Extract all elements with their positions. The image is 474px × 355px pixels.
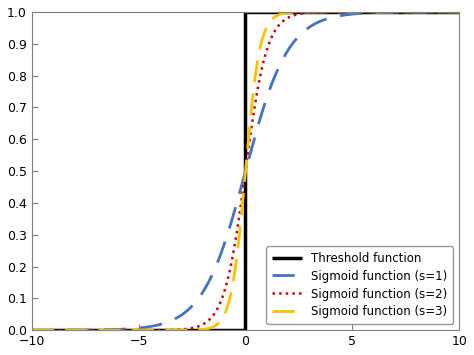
Line: Sigmoid function (s=1): Sigmoid function (s=1) <box>32 12 459 330</box>
Sigmoid function (s=3) <box>51 328 56 332</box>
Threshold function <box>264 10 270 14</box>
Sigmoid function (s=2) <box>51 328 56 332</box>
Sigmoid function (s=2) <box>444 10 449 14</box>
Sigmoid function (s=1) <box>51 328 56 332</box>
Sigmoid function (s=3) <box>237 231 242 235</box>
Sigmoid function (s=1) <box>226 230 231 234</box>
Sigmoid function (s=1) <box>365 11 371 15</box>
Threshold function <box>389 10 395 14</box>
Threshold function <box>243 10 248 14</box>
Sigmoid function (s=1) <box>237 191 242 195</box>
Sigmoid function (s=3) <box>365 10 371 14</box>
Sigmoid function (s=3) <box>226 302 231 306</box>
Sigmoid function (s=2) <box>444 10 449 14</box>
Sigmoid function (s=1) <box>29 328 35 332</box>
Line: Sigmoid function (s=2): Sigmoid function (s=2) <box>32 12 459 330</box>
Sigmoid function (s=2) <box>226 275 231 279</box>
Threshold function <box>409 10 415 14</box>
Sigmoid function (s=3) <box>456 10 462 14</box>
Sigmoid function (s=1) <box>444 10 449 14</box>
Legend: Threshold function, Sigmoid function (s=1), Sigmoid function (s=2), Sigmoid func: Threshold function, Sigmoid function (s=… <box>266 246 453 324</box>
Sigmoid function (s=3) <box>29 328 35 332</box>
Threshold function <box>413 10 419 14</box>
Sigmoid function (s=3) <box>444 10 449 14</box>
Threshold function <box>456 10 462 14</box>
Sigmoid function (s=1) <box>444 10 449 14</box>
Sigmoid function (s=2) <box>456 10 462 14</box>
Sigmoid function (s=2) <box>237 212 242 216</box>
Threshold function <box>337 10 343 14</box>
Sigmoid function (s=2) <box>365 10 371 14</box>
Sigmoid function (s=3) <box>444 10 449 14</box>
Sigmoid function (s=2) <box>29 328 35 332</box>
Threshold function <box>329 10 335 14</box>
Line: Sigmoid function (s=3): Sigmoid function (s=3) <box>32 12 459 330</box>
Sigmoid function (s=1) <box>456 10 462 14</box>
